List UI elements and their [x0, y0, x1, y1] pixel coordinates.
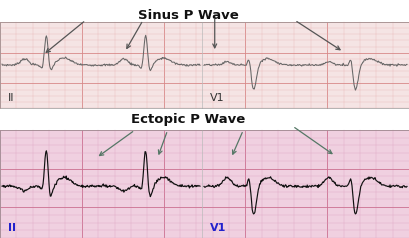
- Bar: [0, 130, 409, 238]
- Text: V1: V1: [210, 93, 225, 103]
- Text: V1: V1: [210, 223, 226, 233]
- Text: II: II: [8, 223, 16, 233]
- Bar: [0, 130, 409, 238]
- Text: Ectopic P Wave: Ectopic P Wave: [131, 113, 245, 126]
- Bar: [0, 22, 409, 108]
- Bar: [0, 22, 409, 108]
- Text: Sinus P Wave: Sinus P Wave: [138, 9, 238, 22]
- Text: II: II: [8, 93, 14, 103]
